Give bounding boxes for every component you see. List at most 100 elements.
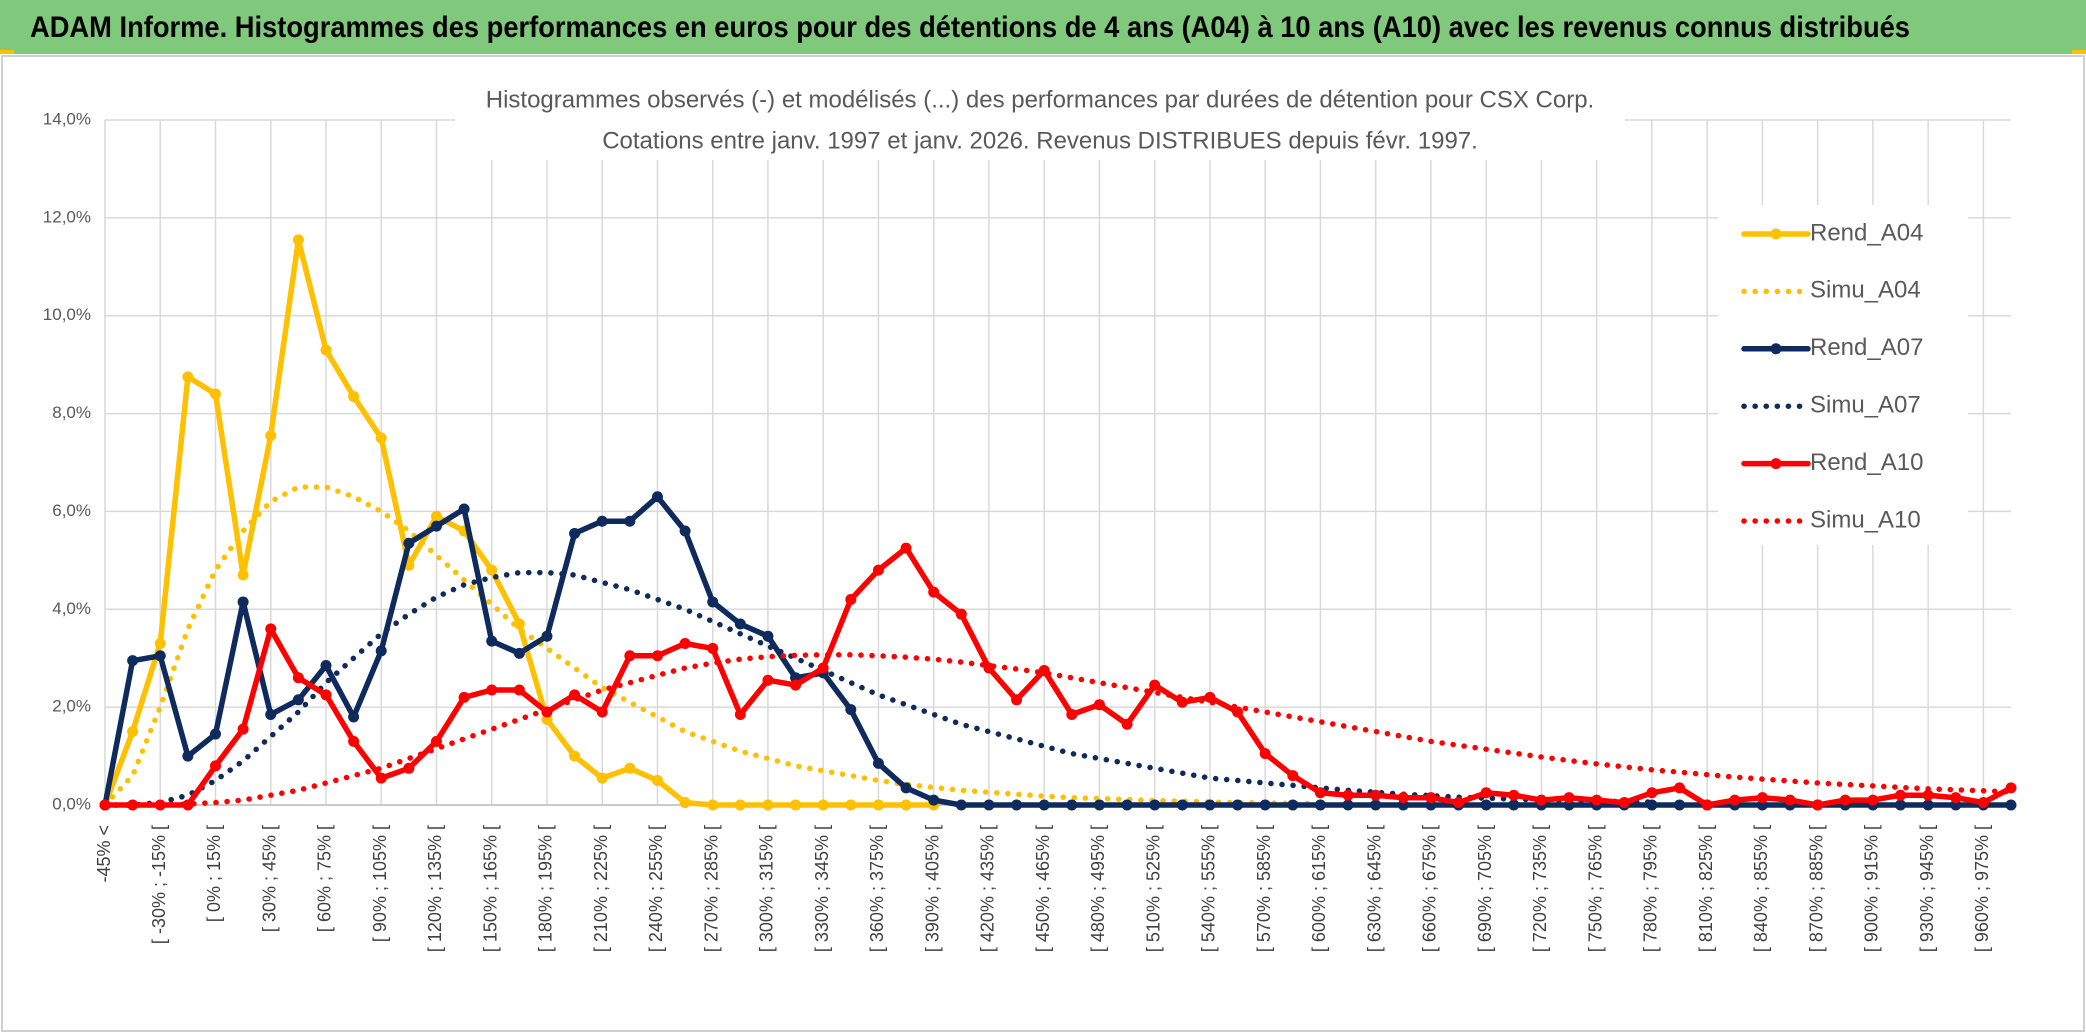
data-point — [1342, 789, 1354, 801]
data-point — [127, 655, 139, 667]
legend-label: Simu_A07 — [1810, 392, 1921, 419]
data-point — [1867, 794, 1879, 806]
x-tick-label: [ 540% ; 555% [ — [1199, 825, 1219, 952]
y-tick-label: 12,0% — [43, 207, 91, 226]
data-point — [900, 799, 912, 811]
data-point — [596, 706, 608, 718]
x-tick-label: [ 750% ; 765% [ — [1585, 825, 1605, 952]
data-point — [734, 799, 746, 811]
data-point — [1259, 748, 1271, 760]
data-point — [1895, 799, 1907, 811]
chart-title: Histogrammes observés (-) et modélisés (… — [486, 86, 1594, 113]
data-point — [127, 799, 139, 811]
data-point — [127, 726, 139, 738]
data-point — [292, 234, 304, 246]
header-bar — [0, 0, 2086, 54]
data-point — [845, 704, 857, 716]
data-point — [1812, 799, 1824, 811]
x-tick-label: [ 180% ; 195% [ — [536, 825, 556, 952]
data-point — [348, 711, 360, 723]
data-point — [900, 782, 912, 794]
data-point — [209, 760, 221, 772]
series-line — [102, 652, 2014, 808]
data-point — [762, 674, 774, 686]
data-point — [1011, 694, 1023, 706]
data-point — [569, 750, 581, 762]
data-point — [651, 491, 663, 503]
data-point — [872, 799, 884, 811]
data-point — [928, 794, 940, 806]
title-backdrop — [455, 82, 1625, 160]
data-point — [348, 390, 360, 402]
series-line — [102, 569, 1655, 808]
data-point — [1922, 799, 1934, 811]
data-point — [1287, 799, 1299, 811]
data-point — [209, 728, 221, 740]
x-tick-label: [ 870% ; 885% [ — [1806, 825, 1826, 952]
x-tick-label: [ 60% ; 75% [ — [315, 825, 335, 932]
data-point — [265, 708, 277, 720]
data-point — [679, 525, 691, 537]
data-point — [1591, 794, 1603, 806]
chart-subtitle: Cotations entre janv. 1997 et janv. 2026… — [602, 127, 1478, 154]
x-tick-label: [ 270% ; 285% [ — [701, 825, 721, 952]
x-tick-label: [ 360% ; 375% [ — [867, 825, 887, 952]
x-tick-label: [ 210% ; 225% [ — [591, 825, 611, 952]
data-point — [154, 650, 166, 662]
data-point — [1066, 708, 1078, 720]
x-tick-label: [ 390% ; 405% [ — [922, 825, 942, 952]
data-point — [872, 757, 884, 769]
data-point — [513, 684, 525, 696]
data-point — [1453, 797, 1465, 809]
data-point — [375, 645, 387, 657]
plot-area: 0,0% 2,0% 4,0% 6,0% 8,0% 10,0% 12,0% 14,0% -45% … — [43, 109, 2017, 952]
legend-label: Rend_A04 — [1810, 219, 1923, 246]
x-tick-label: [ 900% ; 915% [ — [1862, 825, 1882, 952]
x-tick-label: [ 330% ; 345% [ — [812, 825, 832, 952]
data-point — [1950, 792, 1962, 804]
data-point — [1232, 799, 1244, 811]
data-point — [292, 672, 304, 684]
data-point — [513, 618, 525, 630]
x-tick-label: -45% < — [94, 825, 114, 883]
legend-label: Rend_A10 — [1810, 449, 1923, 476]
data-point — [1287, 770, 1299, 782]
data-point — [596, 515, 608, 527]
data-point — [983, 799, 995, 811]
x-tick-label: [ 420% ; 435% [ — [978, 825, 998, 952]
x-tick-label: [ 300% ; 315% [ — [757, 825, 777, 952]
data-point — [458, 691, 470, 703]
header-title: ADAM Informe. Histogrammes des performan… — [30, 11, 1910, 44]
chart-frame — [1, 55, 2085, 1032]
legend-box — [1718, 205, 1968, 545]
data-point — [1701, 799, 1713, 811]
series-line — [102, 494, 2014, 808]
data-point — [1121, 799, 1133, 811]
data-point — [182, 371, 194, 383]
data-point — [1646, 787, 1658, 799]
x-tick-label: [ 120% ; 135% [ — [425, 825, 445, 952]
data-point — [458, 503, 470, 515]
data-point — [182, 799, 194, 811]
x-tick-label: [ 480% ; 495% [ — [1088, 825, 1108, 952]
y-tick-label: 0,0% — [52, 794, 91, 813]
data-point — [762, 630, 774, 642]
data-point — [790, 799, 802, 811]
data-point — [1397, 792, 1409, 804]
data-point — [182, 750, 194, 762]
data-point — [1756, 792, 1768, 804]
data-point — [651, 775, 663, 787]
data-point — [707, 642, 719, 654]
data-point — [1314, 787, 1326, 799]
legend-label: Rend_A07 — [1810, 334, 1923, 361]
y-tick-label: 14,0% — [43, 109, 91, 128]
data-point — [1093, 799, 1105, 811]
y-tick-label: 10,0% — [43, 305, 91, 324]
data-point — [1674, 782, 1686, 794]
data-point — [707, 799, 719, 811]
data-point — [375, 772, 387, 784]
data-point — [1784, 794, 1796, 806]
data-point — [320, 660, 332, 672]
data-point — [845, 799, 857, 811]
data-point — [624, 650, 636, 662]
